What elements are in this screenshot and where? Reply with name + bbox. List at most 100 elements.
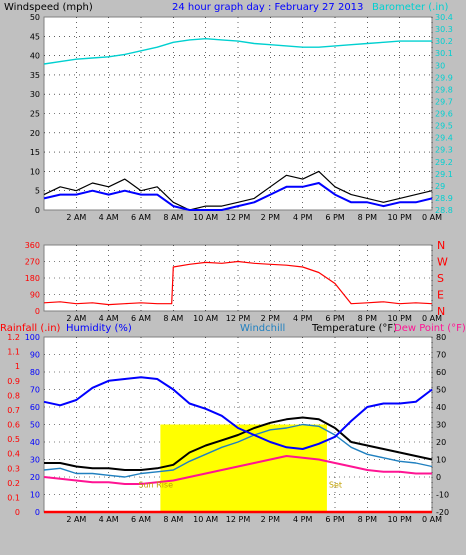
humidity-tick-label: 70 [30, 386, 40, 395]
windspeed-tick-label: 15 [30, 148, 40, 157]
x-tick-label: 10 AM [193, 515, 218, 524]
dewpoint-line [43, 455, 432, 485]
x-tick-label: 10 PM [387, 515, 412, 524]
temperature-tick-label: 10 [436, 456, 446, 465]
windspeed-tick-label: 10 [30, 167, 40, 176]
windspeed-line [43, 170, 433, 211]
plot-area-2 [43, 244, 433, 312]
humidity-tick-label: 90 [30, 351, 40, 360]
rainfall-tick-label: 0.7 [7, 406, 20, 415]
x-tick-label: 2 AM [66, 314, 86, 323]
humidity-tick-label: 80 [30, 368, 40, 377]
windchill-line [43, 423, 433, 478]
x-tick-label: 8 PM [358, 213, 377, 222]
x-tick-label: 0 AM [422, 314, 442, 323]
barometer-tick-label: 29 [435, 182, 445, 191]
wind-direction-line [43, 260, 433, 306]
compass-tick-label: E [437, 289, 444, 302]
rainfall-tick-label: 0.8 [7, 391, 20, 400]
direction-tick-label: 360 [25, 241, 40, 250]
barometer-tick-label: 30 [435, 61, 445, 70]
temperature-tick-label: 60 [436, 368, 446, 377]
barometer-tick-label: 29.9 [435, 73, 453, 82]
x-tick-label: 8 PM [358, 314, 377, 323]
humidity-tick-label: 10 [30, 491, 40, 500]
x-tick-label: 10 AM [193, 213, 218, 222]
temperature-axis-label: Temperature (°F) [311, 323, 397, 334]
dewpoint-axis-label: Dew Point (°F) [394, 323, 466, 334]
x-tick-label: 8 AM [163, 515, 183, 524]
barometer-tick-label: 28.8 [435, 206, 453, 215]
barometer-tick-label: 30.3 [435, 25, 453, 34]
x-tick-label: 8 AM [163, 213, 183, 222]
humidity-tick-label: 50 [30, 421, 40, 430]
x-tick-label: 6 PM [325, 213, 344, 222]
x-tick-label: 4 PM [293, 515, 312, 524]
x-tick-label: 8 AM [163, 314, 183, 323]
barometer-tick-label: 29.7 [435, 97, 453, 106]
compass-tick-label: S [437, 272, 444, 285]
rainfall-tick-label: 0.4 [7, 450, 20, 459]
x-tick-label: 12 PM [226, 515, 251, 524]
rainfall-tick-label: 0.9 [7, 377, 20, 386]
x-tick-label: 12 PM [226, 213, 251, 222]
direction-tick-label: 180 [25, 274, 40, 283]
barometer-tick-label: 29.1 [435, 170, 453, 179]
x-tick-label: 4 AM [99, 213, 119, 222]
direction-tick-label: 270 [25, 258, 40, 267]
windchill-label: Windchill [240, 323, 285, 334]
rainfall-tick-label: 1 [15, 362, 20, 371]
rainfall-tick-label: 0.6 [7, 421, 20, 430]
barometer-line [43, 38, 432, 65]
windspeed-tick-label: 40 [30, 52, 40, 61]
plot-area-1 [43, 16, 433, 211]
barometer-tick-label: 29.8 [435, 85, 453, 94]
windspeed-tick-label: 50 [30, 13, 40, 22]
humidity-tick-label: 0 [35, 508, 40, 517]
sun-rise-label: Sun Rise [138, 481, 173, 490]
temperature-tick-label: 40 [436, 403, 446, 412]
barometer-axis-label: Barometer (.in) [372, 2, 448, 13]
humidity-tick-label: 60 [30, 403, 40, 412]
humidity-axis-label: Humidity (%) [66, 323, 132, 334]
rainfall-tick-label: 0.1 [7, 493, 20, 502]
temperature-tick-label: 50 [436, 386, 446, 395]
x-tick-label: 4 PM [293, 314, 312, 323]
barometer-tick-label: 29.4 [435, 134, 453, 143]
x-tick-label: 6 PM [325, 515, 344, 524]
windspeed-tick-label: 25 [30, 110, 40, 119]
temperature-line [44, 416, 433, 471]
x-tick-label: 10 PM [387, 314, 412, 323]
compass-tick-label: W [437, 256, 448, 269]
temperature-tick-label: -10 [436, 491, 449, 500]
humidity-tick-label: 30 [30, 456, 40, 465]
rainfall-tick-label: 0.2 [7, 479, 20, 488]
x-tick-label: 0 AM [422, 213, 442, 222]
temperature-tick-label: 0 [436, 473, 441, 482]
temperature-tick-label: 30 [436, 421, 446, 430]
x-tick-label: 2 AM [66, 515, 86, 524]
wind-average-line [43, 182, 433, 211]
x-tick-label: 2 PM [261, 213, 280, 222]
x-tick-label: 2 AM [66, 213, 86, 222]
x-tick-label: 10 AM [193, 314, 218, 323]
temperature-tick-label: 70 [436, 351, 446, 360]
x-tick-label: 4 PM [293, 213, 312, 222]
windspeed-tick-label: 5 [35, 187, 40, 196]
chart-title: 24 hour graph day : February 27 2013 [172, 2, 363, 13]
temperature-tick-label: 20 [436, 438, 446, 447]
x-tick-label: 4 AM [99, 314, 119, 323]
x-tick-label: 10 PM [387, 213, 412, 222]
windspeed-tick-label: 20 [30, 129, 40, 138]
rainfall-tick-label: 0.3 [7, 464, 20, 473]
temperature-tick-label: -20 [436, 508, 449, 517]
rainfall-tick-label: 0 [15, 508, 20, 517]
barometer-tick-label: 29.3 [435, 146, 453, 155]
x-tick-label: 6 AM [131, 314, 151, 323]
rainfall-tick-label: 0.5 [7, 435, 20, 444]
compass-tick-label: N [437, 239, 445, 252]
barometer-tick-label: 30.1 [435, 49, 453, 58]
compass-tick-label: N [437, 305, 445, 318]
windspeed-tick-label: 35 [30, 71, 40, 80]
humidity-tick-label: 40 [30, 438, 40, 447]
